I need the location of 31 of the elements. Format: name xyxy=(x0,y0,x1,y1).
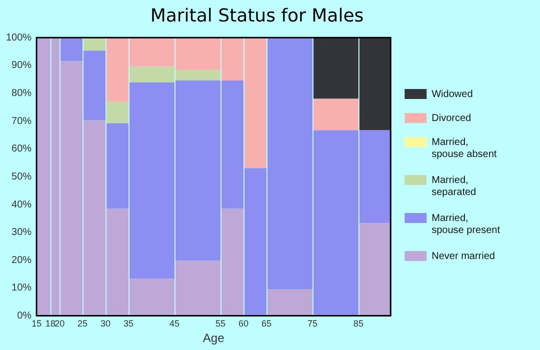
x-tick-label: 45 xyxy=(170,318,180,329)
y-tick-label: 60% xyxy=(12,144,32,155)
y-tick-label: 50% xyxy=(12,171,32,182)
legend-label: Married, spouse absent xyxy=(432,136,497,160)
x-tick-label: 55 xyxy=(215,318,226,329)
y-tick-label: 0% xyxy=(17,310,32,322)
x-tick-label: 15 xyxy=(32,318,42,329)
y-tick-label: 10% xyxy=(12,282,32,294)
x-tick-label: 35 xyxy=(124,318,134,329)
x-tick-label: 65 xyxy=(261,318,272,329)
x-tick-label: 20 xyxy=(54,318,65,329)
x-tick-label: 25 xyxy=(78,318,88,329)
x-tick-label: 30 xyxy=(100,318,111,329)
y-tick-label: 80% xyxy=(12,88,32,99)
x-tick-label: 75 xyxy=(307,318,318,329)
y-tick-label: 90% xyxy=(12,60,32,72)
y-tick-label: 70% xyxy=(12,116,32,127)
x-axis-title: Age xyxy=(202,331,225,346)
chart-title: Marital Status for Males xyxy=(150,5,364,26)
legend-label: Divorced xyxy=(432,112,472,124)
x-tick-label: 18 xyxy=(45,318,56,329)
legend-label: Widowed xyxy=(432,88,473,100)
y-tick-label: 30% xyxy=(12,227,32,238)
y-tick-label: 20% xyxy=(12,254,32,266)
legend-label: Married, separated xyxy=(432,174,476,198)
x-tick-label: 60 xyxy=(238,318,248,329)
legend-label: Married, spouse present xyxy=(432,212,500,236)
y-tick-label: 100% xyxy=(6,32,32,44)
x-tick-label: 85 xyxy=(353,318,364,329)
legend-label: Never married xyxy=(432,250,495,262)
y-tick-label: 40% xyxy=(12,199,32,210)
